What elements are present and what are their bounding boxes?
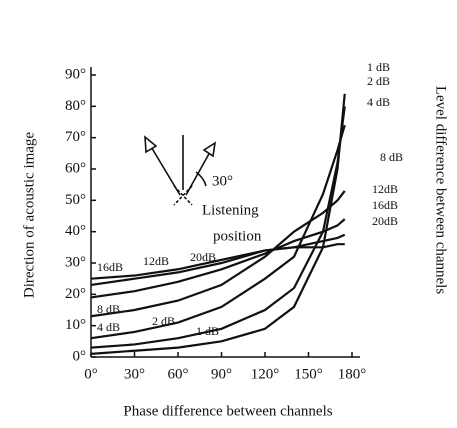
- x-tick-label: 30°: [124, 366, 145, 382]
- series-line: [90, 106, 346, 349]
- y-tick-label: 60°: [65, 160, 86, 176]
- legend-label: 2 dB: [367, 74, 390, 88]
- listening-diagram: [144, 135, 217, 206]
- x-tick-label: 90°: [211, 366, 232, 382]
- curve-label: 12dB: [143, 254, 169, 268]
- y-tick-label: 50°: [65, 192, 86, 208]
- x-tick-label: 150°: [294, 366, 323, 382]
- y-tick-label: 80°: [65, 98, 86, 114]
- curve-label: 4 dB: [97, 320, 120, 334]
- x-tick-label: 60°: [168, 366, 189, 382]
- legend-label: 16dB: [372, 198, 398, 212]
- x-tick-label: 0°: [84, 366, 98, 382]
- y-tick-label: 70°: [65, 129, 86, 145]
- annotation: Listening: [202, 202, 259, 218]
- legend-label: 8 dB: [380, 150, 403, 164]
- legend-label: 4 dB: [367, 95, 390, 109]
- y-tick-label: 20°: [65, 286, 86, 302]
- x-tick-label: 180°: [338, 366, 367, 382]
- y-tick-label: 40°: [65, 223, 86, 239]
- y-tick-label: 10°: [65, 317, 86, 333]
- series-line: [90, 218, 346, 299]
- series-line: [90, 124, 346, 340]
- curve-label: 20dB: [190, 250, 216, 264]
- curve-label: 8 dB: [97, 302, 120, 316]
- y-tick-label: 0°: [73, 348, 87, 364]
- legend-label: 1 dB: [367, 60, 390, 74]
- right-label: Level difference between channels: [433, 86, 449, 295]
- y-axis-label: Direction of acoustic image: [21, 132, 37, 299]
- y-tick-label: 90°: [65, 66, 86, 82]
- legend-label: 12dB: [372, 182, 398, 196]
- x-tick-label: 120°: [251, 366, 280, 382]
- series-line: [90, 190, 346, 318]
- y-tick-label: 30°: [65, 254, 86, 270]
- x-axis-label: Phase difference between channels: [123, 403, 332, 419]
- series-line: [90, 243, 345, 280]
- annotation: 30°: [212, 173, 233, 189]
- legend-label: 20dB: [372, 214, 398, 228]
- curve-label: 16dB: [97, 260, 123, 274]
- series-line: [90, 93, 346, 355]
- annotation: position: [213, 228, 262, 244]
